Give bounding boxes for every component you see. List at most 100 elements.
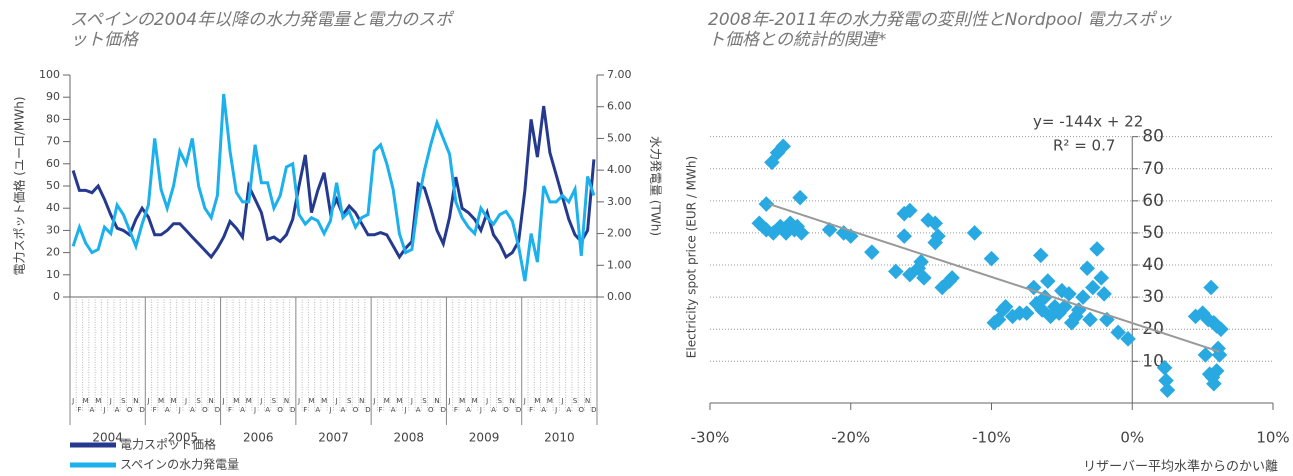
y-tick-label: 50 — [46, 179, 60, 192]
x-tick-label: F — [379, 406, 383, 414]
point — [902, 202, 918, 219]
point — [888, 263, 904, 280]
x-tick-label: J — [222, 397, 225, 405]
y-tick-label: 30 — [1142, 287, 1164, 307]
year-label: 2010 — [544, 431, 575, 445]
point — [1085, 279, 1101, 296]
series-line — [71, 93, 596, 282]
y-tick-label: 70 — [1142, 159, 1164, 179]
point — [1203, 279, 1219, 296]
x-tick-label: J — [71, 397, 74, 405]
point — [1093, 270, 1110, 286]
x-tick-label: M — [233, 397, 239, 405]
x-tick-label: J — [554, 406, 557, 414]
x-tick-label: A — [115, 406, 120, 414]
x-tick-label: O — [579, 406, 585, 414]
y-tick-label: 60 — [1142, 191, 1164, 211]
x-tick-label: A — [190, 406, 195, 414]
year-label: 2004 — [92, 431, 123, 445]
year-label: 2006 — [243, 431, 274, 445]
y-axis-label: 電力スポット価格 (ユーロ/MWh) — [12, 96, 27, 275]
x-tick-label: N — [133, 397, 138, 405]
x-tick-label: M — [396, 397, 402, 405]
x-tick-label: J — [560, 397, 563, 405]
x-tick-label: O — [127, 406, 133, 414]
y-tick-label: 0 — [53, 290, 60, 303]
point — [1213, 321, 1229, 337]
point — [927, 215, 943, 232]
x-tick-label: J — [335, 397, 338, 405]
point — [792, 189, 808, 206]
y2-tick-label: 2.00 — [607, 227, 632, 240]
x-tick-label: M — [459, 397, 465, 405]
chart-title: 2008年-2011年の水力発電の変則性とNordpool 電力スポット価格との… — [708, 10, 1173, 50]
y2-tick-label: 4.00 — [607, 163, 632, 176]
point — [930, 228, 946, 244]
point — [1120, 331, 1136, 347]
y-tick-label: 60 — [46, 157, 60, 170]
annotation: y= -144x + 22 — [1033, 113, 1143, 131]
x-tick-label: A — [566, 406, 571, 414]
legend-label: スペインの水力発電量 — [120, 458, 239, 472]
x-tick-label: D — [441, 406, 446, 414]
x-tick-label: D — [290, 406, 295, 414]
point — [864, 244, 880, 260]
x-tick-label: J — [259, 397, 262, 405]
x-tick-label: F — [77, 406, 81, 414]
x-tick-label: A — [315, 406, 320, 414]
year-label: 2005 — [168, 431, 199, 445]
x-tick-label: J — [109, 397, 112, 405]
point — [758, 196, 775, 212]
x-tick-label: D — [516, 406, 521, 414]
x-tick-label: A — [341, 406, 346, 414]
y2-tick-label: 3.00 — [607, 195, 632, 208]
point — [1061, 286, 1077, 302]
y2-tick-label: 6.00 — [607, 100, 632, 113]
x-tick-label: J — [178, 406, 181, 414]
y-tick-label: 90 — [46, 90, 60, 103]
x-tick-label: N — [510, 397, 515, 405]
x-tick-label: J — [479, 406, 482, 414]
chart-title: スペインの2004年以降の水力発電量と電力のスポット価格 — [70, 10, 453, 50]
x-axis-label: リザーバー平均水準からのかい離 — [1083, 459, 1278, 475]
trend-line — [768, 203, 1220, 353]
point — [764, 154, 780, 171]
y-tick-label: 40 — [1142, 255, 1164, 275]
x-tick-label: J — [410, 397, 413, 405]
x-tick-label: A — [391, 406, 396, 414]
x-tick-label: F — [228, 406, 232, 414]
y-tick-label: 10 — [46, 268, 60, 281]
point — [1032, 247, 1049, 264]
y2-tick-label: 0.00 — [607, 290, 632, 303]
x-tick-label: S — [347, 397, 352, 405]
x-tick-label: 0% — [1120, 429, 1144, 447]
x-tick-label: O — [353, 406, 359, 414]
x-tick-label: J — [448, 397, 451, 405]
x-tick-label: M — [534, 397, 540, 405]
y2-axis-label: 水力発電量 (TWh) — [649, 136, 663, 236]
y-tick-label: 20 — [46, 246, 60, 259]
year-label: 2007 — [318, 431, 349, 445]
x-tick-label: N — [434, 397, 439, 405]
x-tick-label: F — [454, 406, 458, 414]
y-tick-label: 100 — [39, 68, 60, 81]
x-tick-label: A — [165, 406, 170, 414]
point — [1075, 289, 1091, 305]
x-tick-label: N — [284, 397, 289, 405]
year-label: 2008 — [394, 431, 425, 445]
y2-tick-label: 5.00 — [607, 131, 632, 144]
x-tick-label: J — [328, 406, 331, 414]
x-tick-label: J — [102, 406, 105, 414]
point — [1096, 286, 1112, 302]
x-tick-label: M — [321, 397, 327, 405]
x-tick-label: M — [309, 397, 315, 405]
y2-tick-label: 1.00 — [607, 258, 632, 271]
y-tick-label: 80 — [1142, 127, 1164, 147]
x-tick-label: D — [591, 406, 596, 414]
x-tick-label: S — [422, 397, 427, 405]
x-tick-label: A — [265, 406, 270, 414]
x-tick-label: M — [158, 397, 164, 405]
y-tick-label: 80 — [46, 112, 60, 125]
x-tick-label: M — [472, 397, 478, 405]
